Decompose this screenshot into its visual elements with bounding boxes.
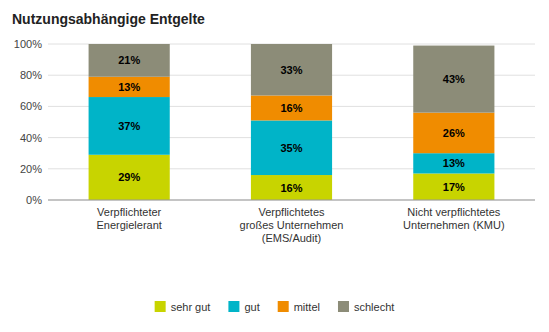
bar-segment: [89, 44, 170, 77]
data-labels: 29% 16% 17% 37% 35% 13% 13% 16% 26% 21% 33% 43%: [118, 54, 465, 193]
legend-swatch: [228, 301, 239, 312]
bar-segment: [413, 46, 494, 113]
bar-segment: [251, 44, 332, 95]
bar-segment: [89, 97, 170, 155]
bars: [89, 44, 495, 200]
data-label: 13%: [443, 157, 465, 169]
bar-segment: [413, 113, 494, 154]
legend-label: gut: [244, 301, 259, 313]
grid: [48, 44, 535, 200]
x-axis-line: [48, 200, 535, 201]
bar-segment: [413, 153, 494, 173]
data-label: 16%: [280, 182, 302, 194]
bar-segment: [251, 175, 332, 200]
grid-line: [48, 200, 535, 201]
legend: sehr gut gut mittel schlecht: [155, 301, 395, 313]
y-tick-label: 40%: [20, 132, 42, 144]
legend-label: schlecht: [354, 301, 394, 313]
legend-swatch: [278, 301, 289, 312]
data-label: 43%: [443, 73, 465, 85]
data-label: 16%: [280, 102, 302, 114]
legend-label: mittel: [294, 301, 320, 313]
x-tick-label: Nicht verpflichtetesUnternehmen (KMU): [403, 206, 504, 231]
bar-segment: [251, 95, 332, 120]
legend-label: sehr gut: [171, 301, 211, 313]
y-tick-label: 0%: [26, 194, 42, 206]
y-tick-label: 20%: [20, 163, 42, 175]
y-tick-label: 100%: [14, 38, 42, 50]
legend-swatch: [338, 301, 349, 312]
bar-segment: [89, 155, 170, 200]
data-label: 35%: [280, 142, 302, 154]
x-tick-label: Verpflichtetesgroßes Unternehmen(EMS/Aud…: [240, 206, 344, 244]
y-tick-label: 80%: [20, 69, 42, 81]
data-label: 26%: [443, 127, 465, 139]
chart: Nutzungsabhängige Entgelte 0% 20% 40% 60% 80%…: [0, 0, 549, 332]
data-label: 37%: [118, 120, 140, 132]
data-label: 33%: [280, 64, 302, 76]
legend-swatch: [155, 301, 166, 312]
data-label: 13%: [118, 81, 140, 93]
bar-segment: [251, 120, 332, 175]
y-tick-label: 60%: [20, 100, 42, 112]
data-label: 21%: [118, 54, 140, 66]
data-label: 29%: [118, 171, 140, 183]
bar-segment: [413, 173, 494, 200]
x-tick-label: VerpflichteterEnergielerant: [96, 206, 161, 231]
title: Nutzungsabhängige Entgelte: [12, 11, 205, 27]
data-label: 17%: [443, 181, 465, 193]
bar-segment: [89, 77, 170, 97]
